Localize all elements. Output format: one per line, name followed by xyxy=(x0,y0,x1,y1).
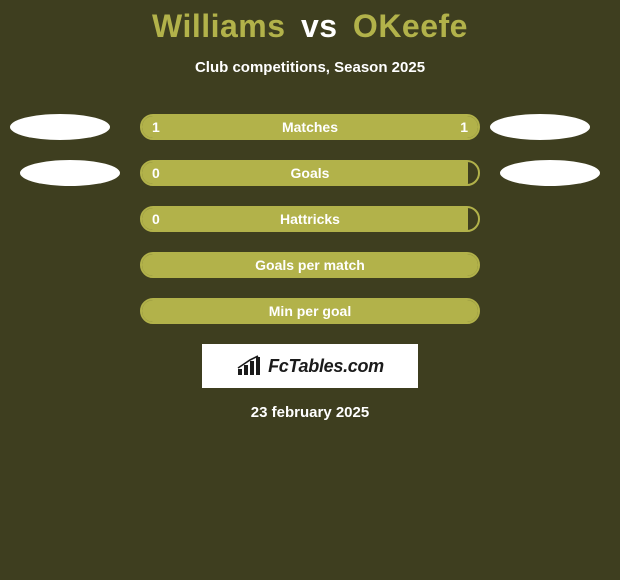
logo-text: FcTables.com xyxy=(268,356,384,377)
left-ellipse xyxy=(10,114,110,140)
subtitle: Club competitions, Season 2025 xyxy=(0,59,620,76)
vs-text: vs xyxy=(301,8,338,44)
stat-bar: 11Matches xyxy=(140,114,480,140)
stat-rows: 11Matches 0Goals 0Hattricks Goals per match… xyxy=(0,114,620,324)
stat-label: Hattricks xyxy=(142,208,478,230)
stat-row: Goals per match xyxy=(0,252,620,278)
stat-label: Min per goal xyxy=(142,300,478,322)
stat-bar: Min per goal xyxy=(140,298,480,324)
stat-row: 0Hattricks xyxy=(0,206,620,232)
player1-name: Williams xyxy=(152,8,286,44)
stat-label: Matches xyxy=(142,116,478,138)
player2-name: OKeefe xyxy=(353,8,468,44)
right-ellipse xyxy=(490,114,590,140)
stat-row: 0Goals xyxy=(0,160,620,186)
stat-bar: 0Goals xyxy=(140,160,480,186)
right-ellipse xyxy=(500,160,600,186)
stat-bar: 0Hattricks xyxy=(140,206,480,232)
left-ellipse xyxy=(20,160,120,186)
chart-icon xyxy=(236,355,262,377)
stat-row: 11Matches xyxy=(0,114,620,140)
stat-label: Goals per match xyxy=(142,254,478,276)
stat-row: Min per goal xyxy=(0,298,620,324)
page-title: Williams vs OKeefe xyxy=(0,8,620,45)
stat-label: Goals xyxy=(142,162,478,184)
stat-bar: Goals per match xyxy=(140,252,480,278)
logo-box: FcTables.com xyxy=(202,344,418,388)
date-text: 23 february 2025 xyxy=(0,404,620,421)
